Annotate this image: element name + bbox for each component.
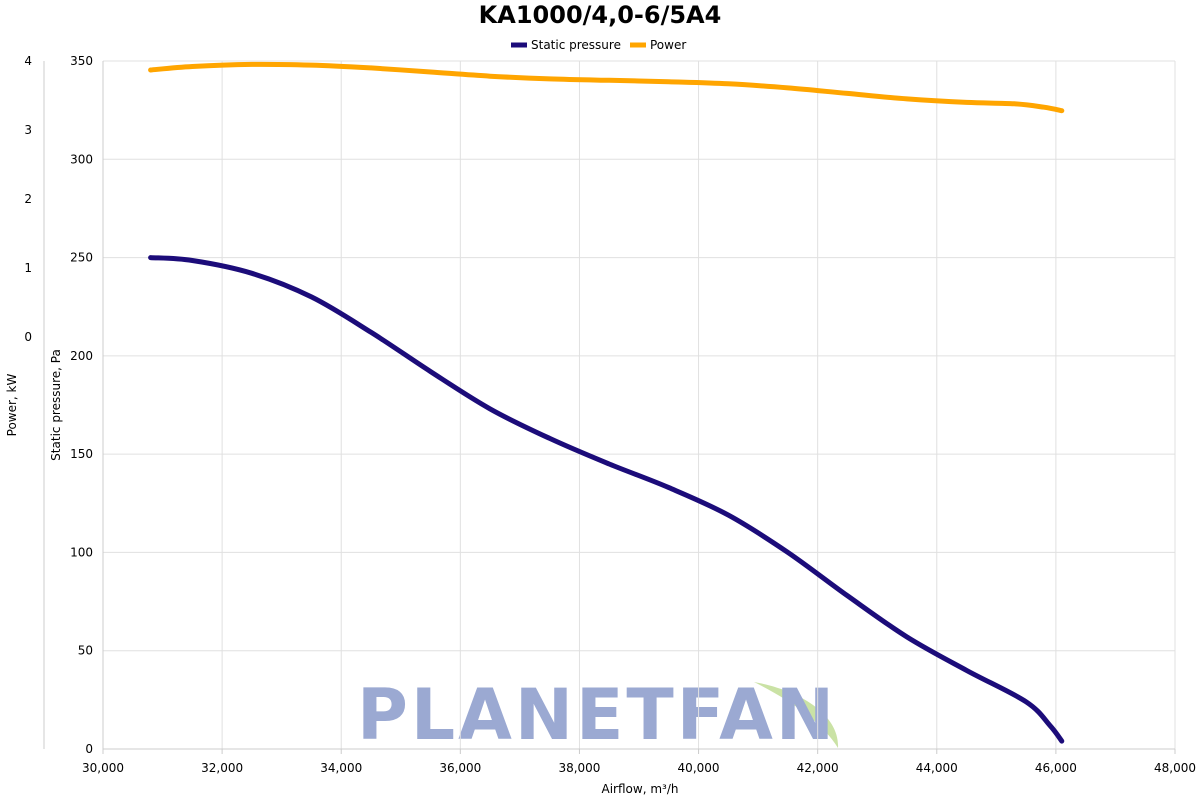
watermark-leaf [754, 682, 839, 748]
x-axis-title: Airflow, m³/h [602, 782, 679, 796]
power-tick-label: 3 [24, 123, 32, 137]
x-tick-label: 32,000 [201, 761, 243, 775]
x-tick-label: 42,000 [797, 761, 839, 775]
watermark-text: PLANETFAN [357, 674, 837, 756]
series [148, 61, 1065, 744]
pressure-axis-title: Static pressure, Pa [49, 349, 63, 461]
pressure-tick-label: 350 [70, 54, 93, 68]
pressure-tick-label: 50 [78, 644, 93, 658]
pressure-tick-label: 300 [70, 152, 93, 166]
chart-title: KA1000/4,0-6/5A4 [479, 1, 722, 29]
pressure-tick-label: 150 [70, 447, 93, 461]
pressure-tick-label: 250 [70, 251, 93, 265]
x-tick-label: 30,000 [82, 761, 124, 775]
x-tick-label: 40,000 [678, 761, 720, 775]
x-tick-label: 44,000 [916, 761, 958, 775]
pressure-tick-label: 0 [85, 742, 93, 756]
x-tick-label: 48,000 [1154, 761, 1196, 775]
pressure-tick-label: 100 [70, 545, 93, 559]
x-tick-label: 46,000 [1035, 761, 1077, 775]
axes: 30,000 32,000 34,000 36,000 38,000 40,000 42,0… [24, 54, 1196, 775]
pressure-tick-label: 200 [70, 349, 93, 363]
x-tick-label: 34,000 [320, 761, 362, 775]
power-axis-title: Power, kW [5, 374, 19, 437]
planetfan-watermark: PLANETFAN [357, 674, 839, 756]
x-tick-label: 36,000 [439, 761, 481, 775]
power-tick-label: 1 [24, 261, 32, 275]
series-line-static-pressure [148, 255, 1065, 744]
power-tick-label: 4 [24, 54, 32, 68]
power-tick-label: 2 [24, 192, 32, 206]
grid [102, 60, 1176, 750]
x-tick-label: 38,000 [558, 761, 600, 775]
legend-label-static-pressure: Static pressure [531, 38, 621, 52]
legend-label-power: Power [650, 38, 686, 52]
power-tick-label: 0 [24, 330, 32, 344]
series-line-power [148, 61, 1065, 114]
legend: Static pressure Power [511, 38, 686, 52]
